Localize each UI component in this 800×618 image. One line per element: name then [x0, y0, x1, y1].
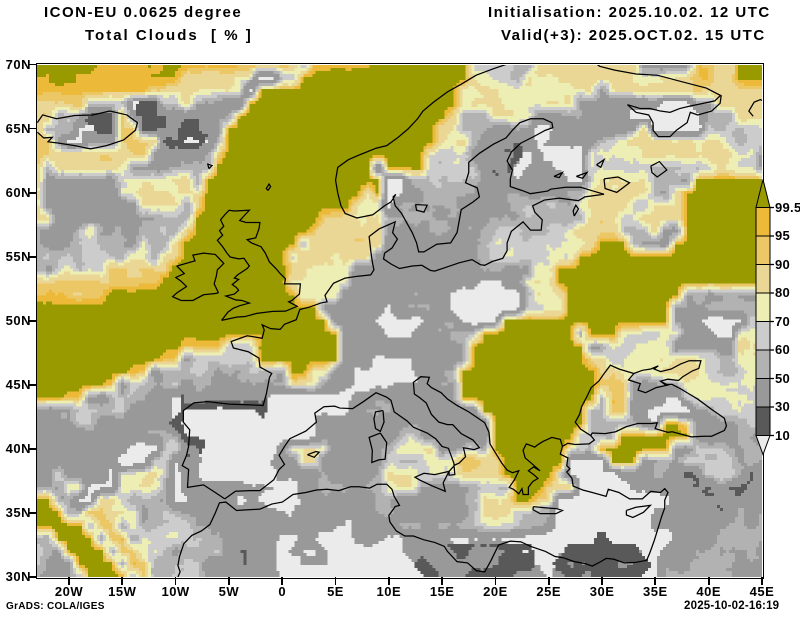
coastline	[748, 98, 762, 117]
cloud-cover-raster	[37, 64, 762, 577]
coastline	[307, 450, 321, 458]
x-tick-label: 20W	[54, 584, 84, 599]
coastline	[373, 409, 385, 432]
valid-time: Valid(+3): 2025.OCT.02. 15 UTC	[501, 27, 766, 44]
x-tick-label: 35E	[643, 584, 668, 599]
x-tick-label: 0	[278, 584, 287, 599]
y-tick	[29, 383, 37, 386]
coastline	[650, 160, 668, 178]
y-tick	[29, 191, 37, 194]
y-tick-label: 40N	[5, 440, 31, 456]
y-tick	[29, 447, 37, 450]
x-tick-label: 15W	[108, 584, 137, 599]
coastline	[414, 203, 429, 213]
y-tick	[29, 255, 37, 258]
coastline	[171, 251, 225, 301]
legend-label: 90	[775, 256, 791, 272]
legend-label: 50	[775, 370, 791, 386]
x-tick-label: 40E	[696, 584, 721, 599]
legend-label: 95	[775, 228, 791, 243]
coastline	[177, 445, 669, 577]
x-tick-label: 5W	[218, 584, 240, 599]
y-tick-label: 35N	[5, 504, 31, 520]
coastline	[574, 363, 635, 436]
coastline	[37, 109, 139, 149]
x-tick	[494, 577, 497, 585]
coastline	[603, 175, 631, 193]
coastline	[625, 504, 653, 518]
y-tick	[29, 63, 37, 66]
x-tick	[174, 577, 177, 585]
legend-label: 30	[775, 399, 791, 414]
creation-timestamp: 2025-10-02-16:19	[684, 600, 780, 612]
x-tick-label: 5E	[327, 584, 344, 599]
x-tick	[121, 577, 124, 585]
y-tick	[29, 512, 37, 514]
y-tick	[29, 127, 37, 130]
legend-label: 70	[775, 313, 791, 329]
legend-segment	[755, 378, 771, 408]
legend-label: 99.5	[775, 199, 800, 215]
coastline	[413, 470, 450, 492]
legend-label: 60	[775, 342, 791, 357]
y-tick-label: 70N	[5, 56, 31, 72]
y-tick-label: 55N	[5, 248, 31, 264]
legend-segment	[755, 349, 771, 379]
legend-segment	[755, 406, 771, 436]
coastline	[596, 157, 606, 168]
legend-label: 10	[775, 427, 791, 443]
coastline	[553, 170, 565, 178]
x-tick-label: 10E	[376, 584, 402, 599]
coastline	[532, 505, 565, 514]
y-tick-label: 45N	[5, 376, 31, 392]
coastline	[206, 162, 214, 169]
x-tick	[547, 577, 550, 585]
y-tick-label: 30N	[5, 569, 31, 584]
x-tick	[707, 577, 710, 585]
x-tick	[441, 577, 444, 585]
x-tick	[334, 577, 337, 585]
x-tick	[387, 577, 390, 585]
x-tick-label: 15E	[429, 584, 455, 599]
coastline	[181, 64, 605, 499]
legend-segment	[755, 292, 771, 322]
coastline	[596, 64, 722, 137]
x-tick-label: 30E	[589, 584, 615, 599]
legend-bottom-triangle	[755, 435, 771, 456]
y-tick-label: 65N	[5, 120, 31, 136]
x-tick	[654, 577, 657, 585]
legend-label: 80	[775, 285, 791, 300]
y-tick	[29, 576, 37, 578]
x-tick	[68, 577, 70, 585]
legend-top-triangle	[755, 179, 771, 208]
model-title: ICON-EU 0.0625 degree	[44, 4, 243, 21]
x-tick-label: 45E	[749, 584, 775, 599]
x-tick-label: 10W	[161, 584, 190, 599]
coastline	[576, 170, 589, 179]
legend-segment	[755, 235, 771, 265]
x-tick-label: 20E	[483, 584, 508, 599]
y-tick	[29, 319, 37, 322]
coastline	[265, 182, 272, 191]
init-time: Initialisation: 2025.10.02. 12 UTC	[488, 4, 771, 21]
coastline-overlay	[37, 64, 762, 577]
field-title: Total Clouds [ % ]	[85, 27, 253, 44]
x-tick-label: 25E	[536, 584, 562, 599]
x-tick	[761, 577, 763, 585]
x-tick	[281, 577, 284, 585]
legend-segment	[755, 321, 771, 351]
legend-segment	[755, 264, 771, 294]
grads-credit: GrADS: COLA/IGES	[6, 601, 105, 612]
y-tick-label: 60N	[5, 184, 31, 200]
legend-segment	[755, 207, 771, 237]
coastline	[224, 359, 728, 499]
y-tick-label: 50N	[5, 312, 31, 328]
coastline	[216, 209, 302, 321]
x-tick	[601, 577, 603, 585]
coastline	[572, 203, 580, 216]
coastline	[368, 431, 388, 463]
x-tick	[228, 577, 230, 585]
